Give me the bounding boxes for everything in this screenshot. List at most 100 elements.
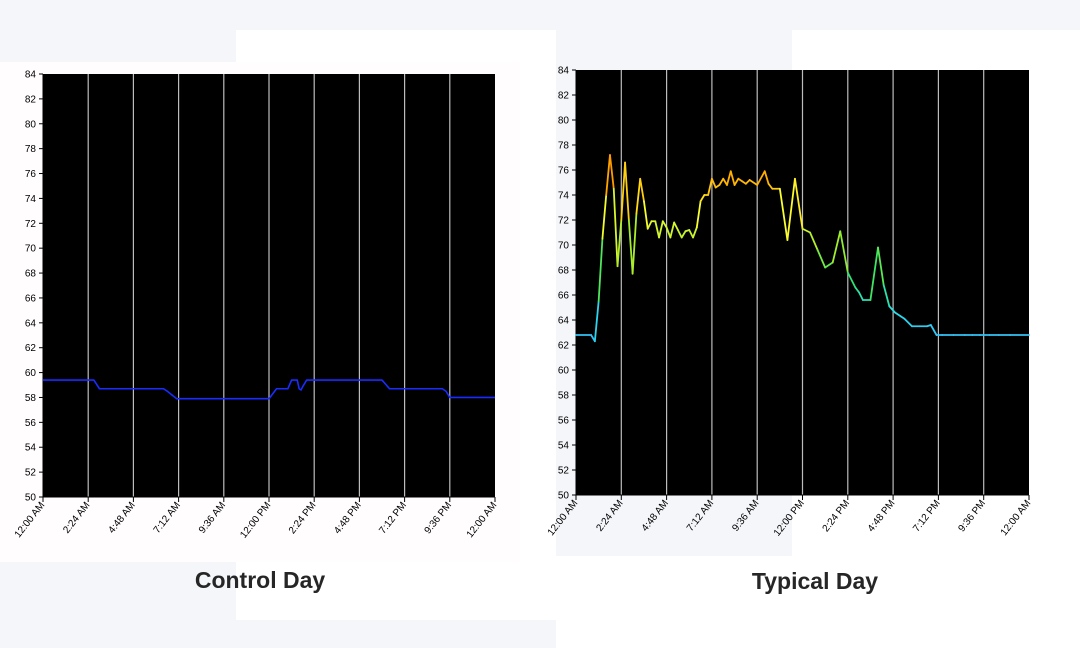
series-segment [677, 229, 683, 239]
x-tick-label: 7:12 AM [685, 498, 716, 534]
series-segment [801, 227, 811, 234]
y-tick-label: 74 [558, 191, 570, 202]
series-segment [593, 300, 600, 343]
background-panel [556, 556, 1080, 648]
x-tick-label: 12:00 AM [999, 498, 1034, 538]
y-tick-label: 58 [558, 391, 570, 402]
series-segment [726, 170, 732, 186]
series-segment [858, 291, 864, 301]
series-segment [894, 311, 902, 318]
series-segment [711, 177, 717, 189]
series-segment [903, 317, 913, 328]
y-tick-label: 76 [558, 166, 570, 177]
y-tick-label: 84 [25, 70, 37, 81]
y-tick-label: 80 [558, 116, 570, 127]
series-segment [620, 161, 626, 221]
series-segment [929, 324, 938, 336]
y-tick-label: 60 [558, 366, 570, 377]
series-segment [888, 305, 896, 314]
series-segment [654, 220, 660, 239]
y-tick-label: 72 [25, 219, 37, 230]
y-tick-label: 60 [25, 368, 37, 379]
y-tick-label: 56 [558, 416, 570, 427]
y-tick-label: 62 [25, 343, 37, 354]
y-tick-label: 68 [25, 269, 37, 280]
series-segment [816, 249, 827, 269]
x-tick-label: 4:48 AM [640, 498, 671, 534]
y-tick-label: 54 [558, 441, 570, 452]
series-segment [763, 170, 770, 185]
series-segment [661, 220, 668, 229]
x-tick-label: 2:24 AM [594, 498, 625, 534]
series-segment [601, 194, 608, 240]
x-tick-label: 7:12 PM [911, 498, 943, 534]
series-segment [767, 182, 774, 190]
x-tick-label: 9:36 PM [956, 498, 988, 534]
series-segment [794, 177, 804, 230]
x-tick-label: 12:00 PM [772, 498, 807, 539]
series-segment [616, 219, 623, 268]
y-tick-label: 56 [25, 418, 37, 429]
series-segment [688, 229, 694, 239]
series-segment [882, 284, 891, 308]
series-segment [695, 200, 702, 229]
series-segment [824, 261, 834, 269]
control-day-caption: Control Day [194, 567, 326, 593]
y-tick-label: 74 [25, 194, 37, 205]
y-tick-label: 50 [558, 491, 570, 502]
series-segment [831, 230, 842, 264]
series-line [575, 154, 1030, 343]
series-segment [669, 221, 676, 239]
series-segment [643, 200, 649, 230]
series-segment [854, 286, 861, 294]
x-tick-label: 2:24 PM [821, 498, 853, 534]
series-segment [756, 170, 766, 186]
y-tick-label: 66 [25, 293, 37, 304]
series-segment [839, 230, 849, 274]
y-tick-label: 82 [25, 94, 37, 105]
series-segment [673, 221, 679, 231]
series-segment [639, 177, 645, 203]
y-tick-label: 72 [558, 216, 570, 227]
y-tick-label: 78 [558, 141, 570, 152]
series-segment [624, 161, 630, 221]
y-tick-label: 78 [25, 144, 37, 155]
series-segment [869, 246, 879, 301]
series-segment [597, 237, 604, 303]
y-tick-label: 54 [25, 443, 37, 454]
series-segment [699, 194, 706, 203]
x-tick-label: 4:48 PM [866, 498, 898, 534]
series-segment [646, 220, 653, 230]
series-segment [692, 226, 698, 239]
series-segment [605, 154, 611, 196]
series-segment [658, 220, 664, 239]
series-segment [635, 177, 642, 215]
y-tick-label: 84 [558, 66, 570, 77]
y-tick-label: 64 [25, 318, 37, 329]
series-segment [778, 187, 789, 241]
y-tick-label: 52 [25, 468, 37, 479]
series-segment [665, 226, 672, 239]
y-tick-label: 68 [558, 266, 570, 277]
y-tick-label: 52 [558, 466, 570, 477]
series-segment [707, 177, 713, 196]
series-line [43, 379, 495, 400]
series-segment [718, 177, 725, 186]
x-tick-label: 12:00 AM [546, 498, 581, 538]
series-segment [627, 219, 634, 275]
typical-day-caption: Typical Day [751, 568, 879, 594]
series-segment [680, 230, 687, 239]
series-segment [877, 246, 885, 286]
series-segment [846, 271, 857, 289]
y-tick-label: 70 [558, 241, 570, 252]
series-segment [809, 231, 819, 251]
y-tick-label: 58 [25, 393, 37, 404]
series-segment [631, 212, 638, 275]
x-tick-label: 9:36 AM [730, 498, 761, 534]
series-segment [612, 187, 619, 268]
series-segment [609, 154, 615, 190]
y-tick-label: 76 [25, 169, 37, 180]
y-tick-label: 66 [558, 291, 570, 302]
